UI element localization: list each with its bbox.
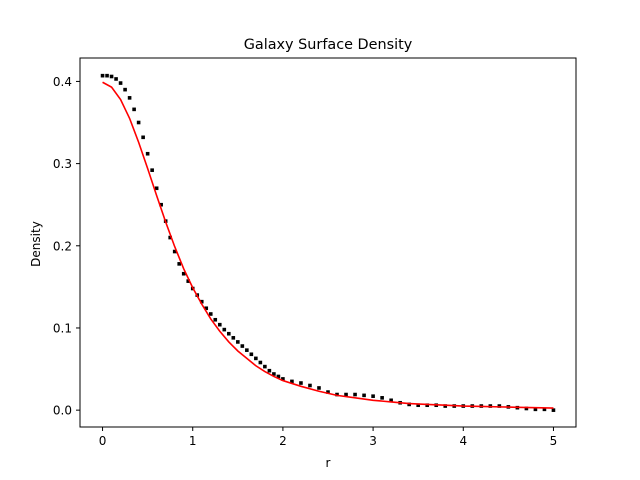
data-point <box>407 402 411 407</box>
data-point <box>141 135 145 140</box>
x-tick-label: 3 <box>369 434 377 448</box>
data-point <box>240 344 245 348</box>
y-tick-label: 0.1 <box>53 321 72 335</box>
data-point <box>154 186 159 191</box>
data-point <box>100 73 105 78</box>
data-point <box>168 235 172 240</box>
data-point <box>524 406 529 411</box>
chart-title: Galaxy Surface Density <box>244 37 413 53</box>
data-point <box>416 403 420 408</box>
data-point <box>299 381 303 385</box>
data-point <box>186 279 191 283</box>
data-point <box>326 390 330 394</box>
data-point <box>123 87 127 92</box>
data-point <box>308 383 312 388</box>
data-point <box>127 96 132 100</box>
x-tick-label: 1 <box>189 434 197 448</box>
data-point <box>208 312 213 316</box>
y-tick-label: 0.4 <box>53 75 72 89</box>
data-point <box>281 377 285 381</box>
data-point <box>109 74 114 79</box>
x-tick-label: 0 <box>99 434 107 448</box>
data-point <box>371 394 375 398</box>
data-point <box>217 322 222 327</box>
data-point <box>132 107 136 112</box>
y-axis-label: Density <box>29 221 43 267</box>
data-point <box>181 271 186 276</box>
data-point <box>272 372 276 376</box>
data-point <box>344 392 348 397</box>
y-tick-label: 0.3 <box>53 157 72 171</box>
data-point <box>245 348 249 352</box>
data-point <box>136 120 141 125</box>
data-point <box>177 262 181 266</box>
data-point <box>267 368 272 373</box>
x-tick-label: 4 <box>459 434 467 448</box>
data-point <box>145 151 150 156</box>
y-tick-label: 0.0 <box>53 404 72 418</box>
x-axis-label: r <box>326 456 331 470</box>
data-point <box>227 331 231 336</box>
data-point <box>231 336 236 340</box>
data-point <box>150 168 154 172</box>
data-point <box>172 249 177 254</box>
plot-layer <box>100 73 556 412</box>
data-point <box>353 392 357 397</box>
data-point <box>159 202 163 207</box>
data-point <box>105 73 109 78</box>
data-point <box>199 299 204 304</box>
axes-layer: 0 1 2 3 4 5 0.0 0.1 0.2 0.3 0.4 <box>53 57 577 448</box>
data-point <box>317 386 321 390</box>
x-tick-label: 2 <box>279 434 287 448</box>
data-point <box>213 317 218 322</box>
data-point <box>254 356 258 361</box>
data-point <box>380 396 384 400</box>
data-point <box>290 379 294 384</box>
data-point <box>542 407 547 412</box>
data-point <box>114 77 118 81</box>
data-point <box>497 404 502 408</box>
data-point <box>222 327 227 332</box>
data-point <box>425 403 429 408</box>
data-point <box>362 393 366 398</box>
data-point <box>258 360 263 365</box>
data-point <box>118 81 123 85</box>
axes-frame <box>79 57 577 428</box>
data-point <box>533 407 538 412</box>
x-tick-label: 5 <box>550 434 558 448</box>
data-point <box>276 374 281 379</box>
data-point <box>443 404 448 408</box>
data-point <box>204 306 209 311</box>
fit-curve-line <box>102 81 554 409</box>
data-point <box>551 408 556 412</box>
data-point <box>389 398 393 403</box>
data-point <box>263 364 267 369</box>
data-point <box>236 340 240 344</box>
data-point <box>249 352 254 357</box>
y-tick-label: 0.2 <box>53 239 72 253</box>
